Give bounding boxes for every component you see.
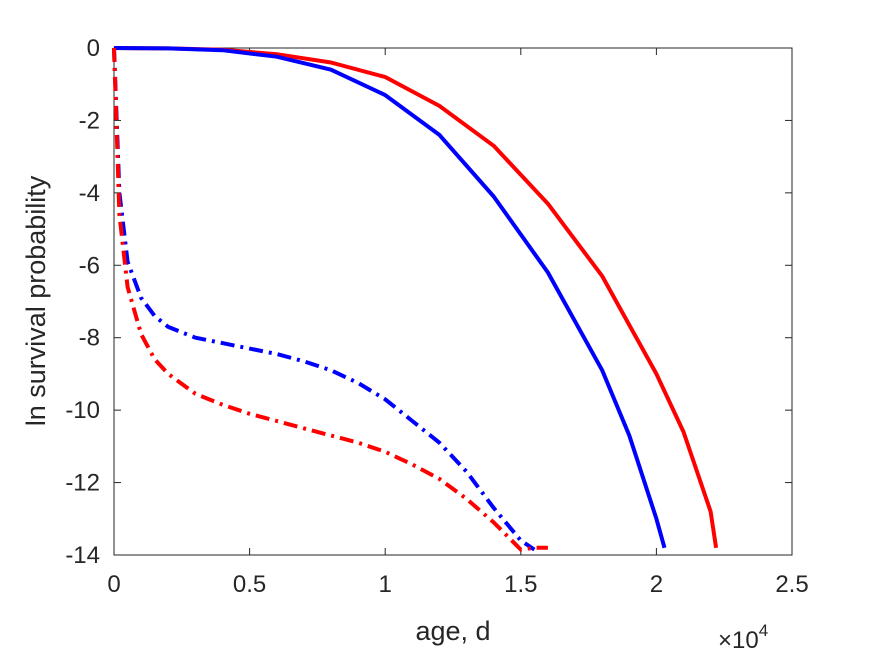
- y-tick-label: -12: [65, 470, 100, 497]
- y-axis-label: ln survival probability: [21, 175, 51, 426]
- series-line-3-dashdot: [112, 47, 536, 552]
- y-tick-label: -8: [79, 325, 100, 352]
- x-axis-exponent-base: ×10: [718, 627, 759, 654]
- x-axis-ticks: 0 0.5 1 1.5 2 2.5: [107, 48, 809, 598]
- x-tick-label: 2: [650, 571, 663, 598]
- x-tick-label: 1: [379, 571, 392, 598]
- series-line-4-dashdot: [112, 47, 548, 552]
- y-tick-label: -2: [79, 107, 100, 134]
- series-line-2-solid: [113, 46, 667, 549]
- x-tick-label: 2.5: [775, 571, 808, 598]
- y-tick-label: -10: [65, 397, 100, 424]
- x-tick-label: 1.5: [504, 571, 537, 598]
- x-tick-label: 0.5: [233, 571, 266, 598]
- x-tick-label: 0: [107, 571, 120, 598]
- y-axis-ticks: 0 -2 -4 -6 -8 -10 -12 -14: [65, 35, 792, 569]
- y-tick-label: 0: [87, 35, 100, 62]
- x-axis-label: age, d: [415, 616, 490, 646]
- x-axis-exponent: ×104: [718, 621, 768, 654]
- y-tick-label: -14: [65, 542, 100, 569]
- y-tick-label: -4: [79, 180, 100, 207]
- x-axis-exponent-power: 4: [759, 621, 768, 640]
- y-tick-label: -6: [79, 252, 100, 279]
- series-layer: [112, 46, 719, 552]
- plot-area: [113, 47, 793, 556]
